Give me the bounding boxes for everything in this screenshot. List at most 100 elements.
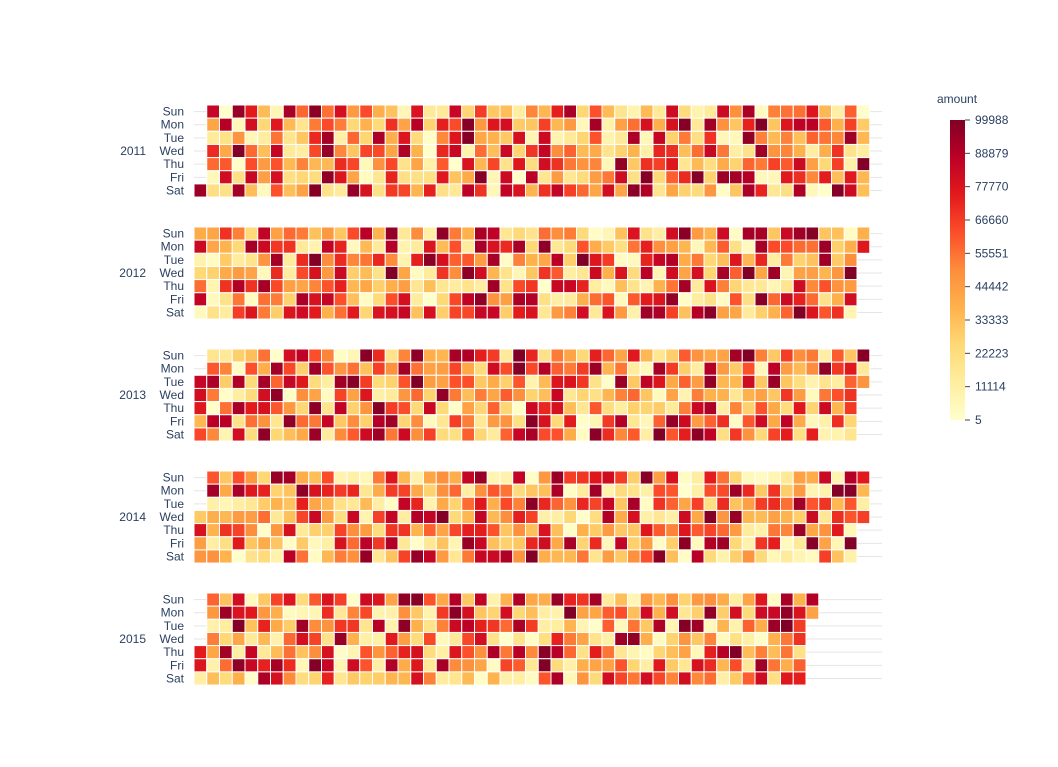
day-cell — [690, 671, 705, 686]
day-cell — [423, 348, 437, 363]
day-cell — [627, 618, 641, 633]
day-cell — [639, 361, 654, 376]
day-cell — [397, 143, 412, 159]
day-cell — [639, 509, 654, 525]
day-cell — [588, 130, 603, 145]
day-cell — [525, 483, 539, 498]
day-cell — [576, 605, 590, 620]
day-cell — [576, 292, 590, 307]
day-cell — [423, 292, 437, 307]
day-cell — [219, 496, 233, 511]
day-cell — [244, 671, 259, 686]
day-cell — [716, 239, 730, 254]
day-cell — [627, 170, 641, 185]
day-cell — [486, 631, 501, 647]
day-cell — [525, 645, 539, 660]
day-cell — [537, 226, 552, 241]
day-cell — [588, 157, 603, 172]
day-cell — [843, 265, 858, 281]
day-cell — [703, 523, 718, 538]
day-cell — [474, 549, 488, 564]
day-cell — [537, 239, 552, 254]
day-cell — [461, 605, 475, 620]
day-cell — [423, 671, 437, 686]
day-cell — [741, 496, 756, 511]
day-cell — [372, 130, 386, 145]
day-cell — [805, 305, 820, 320]
day-cell — [601, 618, 616, 633]
day-cell — [282, 183, 297, 198]
day-cell — [576, 631, 590, 647]
day-cell — [282, 536, 297, 551]
day-cell — [308, 143, 322, 159]
day-cell — [729, 549, 743, 564]
day-cell — [741, 523, 756, 538]
day-cell — [486, 117, 501, 132]
day-cell — [690, 470, 705, 485]
day-cell — [614, 470, 628, 485]
day-cell — [231, 252, 246, 267]
day-cell — [741, 117, 756, 132]
day-cell — [639, 427, 654, 442]
day-cell — [703, 252, 718, 267]
day-cell — [576, 183, 590, 198]
day-cell — [678, 470, 692, 485]
day-cell — [486, 387, 501, 403]
day-cell — [678, 618, 692, 633]
day-cell — [435, 279, 450, 294]
colorbar-tick-label: 55551 — [975, 246, 1009, 260]
day-cell — [282, 671, 297, 686]
day-cell — [231, 279, 246, 294]
day-cell — [805, 549, 820, 564]
day-cell — [257, 279, 271, 294]
day-cell — [678, 252, 692, 267]
day-cell — [792, 536, 807, 551]
day-cell — [474, 427, 488, 442]
colorbar-tick-label: 5 — [975, 413, 982, 427]
day-cell — [588, 592, 603, 607]
day-cell — [601, 252, 616, 267]
day-cell — [384, 470, 399, 485]
day-cell — [219, 427, 233, 442]
day-cell — [627, 523, 641, 538]
day-cell — [716, 483, 730, 498]
day-cell — [792, 157, 807, 172]
day-cell — [219, 470, 233, 485]
day-cell — [652, 279, 667, 294]
day-cell — [588, 645, 603, 660]
day-cell — [474, 523, 488, 538]
day-cell — [780, 143, 794, 159]
day-cell — [780, 618, 794, 633]
day-cell — [601, 470, 616, 485]
day-cell — [257, 427, 271, 442]
day-cell — [384, 658, 399, 673]
day-cell — [397, 104, 412, 119]
day-cell — [372, 605, 386, 620]
day-cell — [831, 414, 845, 429]
day-cell — [754, 252, 769, 267]
day-cell — [474, 279, 488, 294]
day-cell — [486, 292, 501, 307]
day-cell — [741, 374, 756, 389]
day-cell — [576, 483, 590, 498]
weekday-label-sat: Sat — [166, 549, 185, 563]
day-cell — [410, 348, 424, 363]
day-cell — [754, 470, 769, 485]
day-cell — [716, 279, 730, 294]
day-cell — [257, 374, 271, 389]
day-cell — [665, 374, 679, 389]
day-cell — [231, 523, 246, 538]
day-cell — [321, 401, 335, 416]
day-cell — [614, 523, 628, 538]
day-cell — [843, 387, 858, 403]
day-cell — [270, 226, 284, 241]
day-cell — [257, 483, 271, 498]
day-cell — [359, 348, 373, 363]
day-cell — [295, 401, 310, 416]
day-cell — [346, 470, 361, 485]
day-cell — [384, 631, 399, 647]
day-cell — [703, 536, 718, 551]
day-cell — [295, 157, 310, 172]
day-cell — [270, 631, 284, 647]
day-cell — [741, 252, 756, 267]
